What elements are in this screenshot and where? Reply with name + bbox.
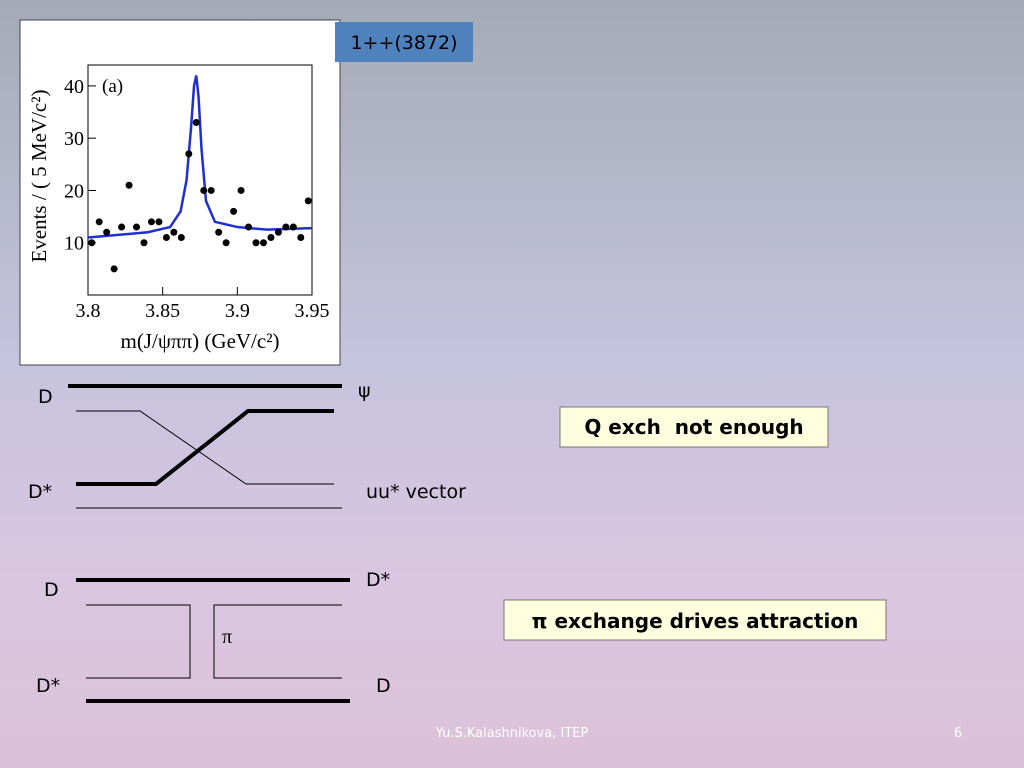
note: Q exch not enough <box>584 415 803 439</box>
footer: Yu.S.Kalashnikova, ITEP <box>435 726 589 741</box>
data-point <box>133 223 141 231</box>
data-point <box>125 181 133 189</box>
x-tick-label: 3.95 <box>295 300 330 322</box>
data-point <box>274 228 282 236</box>
data-point <box>267 234 275 241</box>
data-point <box>207 186 215 194</box>
label-dstar: D* <box>366 569 390 591</box>
label-d: D <box>376 675 391 697</box>
data-point <box>200 186 208 194</box>
fit-curve <box>87 75 313 239</box>
data-point <box>185 150 193 158</box>
data-point <box>230 207 238 215</box>
note-box <box>503 599 887 641</box>
data-point <box>215 228 223 236</box>
data-point <box>297 234 305 241</box>
y-tick-label: 30 <box>64 128 84 150</box>
y-axis-label: Events / ( 5 MeV/c²) <box>27 89 51 262</box>
data-point <box>192 119 200 126</box>
label-psi: ψ <box>358 380 371 402</box>
data-point <box>118 223 126 231</box>
note-box <box>559 406 829 448</box>
data-point <box>304 197 312 205</box>
data-point <box>147 218 155 226</box>
data-point <box>237 186 245 194</box>
data-point <box>252 239 260 247</box>
data-point <box>289 223 297 231</box>
x-tick-label: 3.9 <box>225 300 250 322</box>
x-tick-label: 3.8 <box>76 300 101 322</box>
label-dstar: D* <box>36 675 60 697</box>
data-point <box>140 239 148 247</box>
data-point <box>88 239 96 247</box>
data-point <box>95 218 103 226</box>
data-point <box>110 265 118 273</box>
data-point <box>155 218 163 226</box>
data-point <box>103 228 111 236</box>
label-d: D <box>38 386 53 408</box>
data-point <box>259 239 267 247</box>
y-tick-label: 40 <box>64 76 84 98</box>
exchange-diagram-bottom <box>76 578 350 703</box>
data-point <box>282 223 290 231</box>
y-tick-label: 10 <box>64 233 84 255</box>
label-vector: uu* vector <box>366 481 466 503</box>
note: π exchange drives attraction <box>532 609 859 633</box>
label-dstar: D* <box>28 481 52 503</box>
data-point <box>245 223 253 231</box>
panel-label: (a) <box>102 76 123 97</box>
page-number: 6 <box>954 726 962 741</box>
data-point <box>222 239 230 247</box>
data-point <box>170 228 178 236</box>
y-tick-label: 20 <box>64 180 84 202</box>
label-d: D <box>44 579 59 601</box>
plot-panel <box>19 19 341 366</box>
exchange-diagram-top <box>68 384 342 509</box>
label-pi: π <box>222 626 232 648</box>
x-tick-label: 3.85 <box>145 300 180 322</box>
data-point <box>162 234 170 241</box>
x-axis-label: m(J/ψππ) (GeV/c²) <box>120 329 279 353</box>
tag: 1++(3872) <box>350 32 457 54</box>
plot-frame <box>87 64 313 296</box>
tag-box <box>335 22 473 62</box>
data-point <box>177 234 185 241</box>
